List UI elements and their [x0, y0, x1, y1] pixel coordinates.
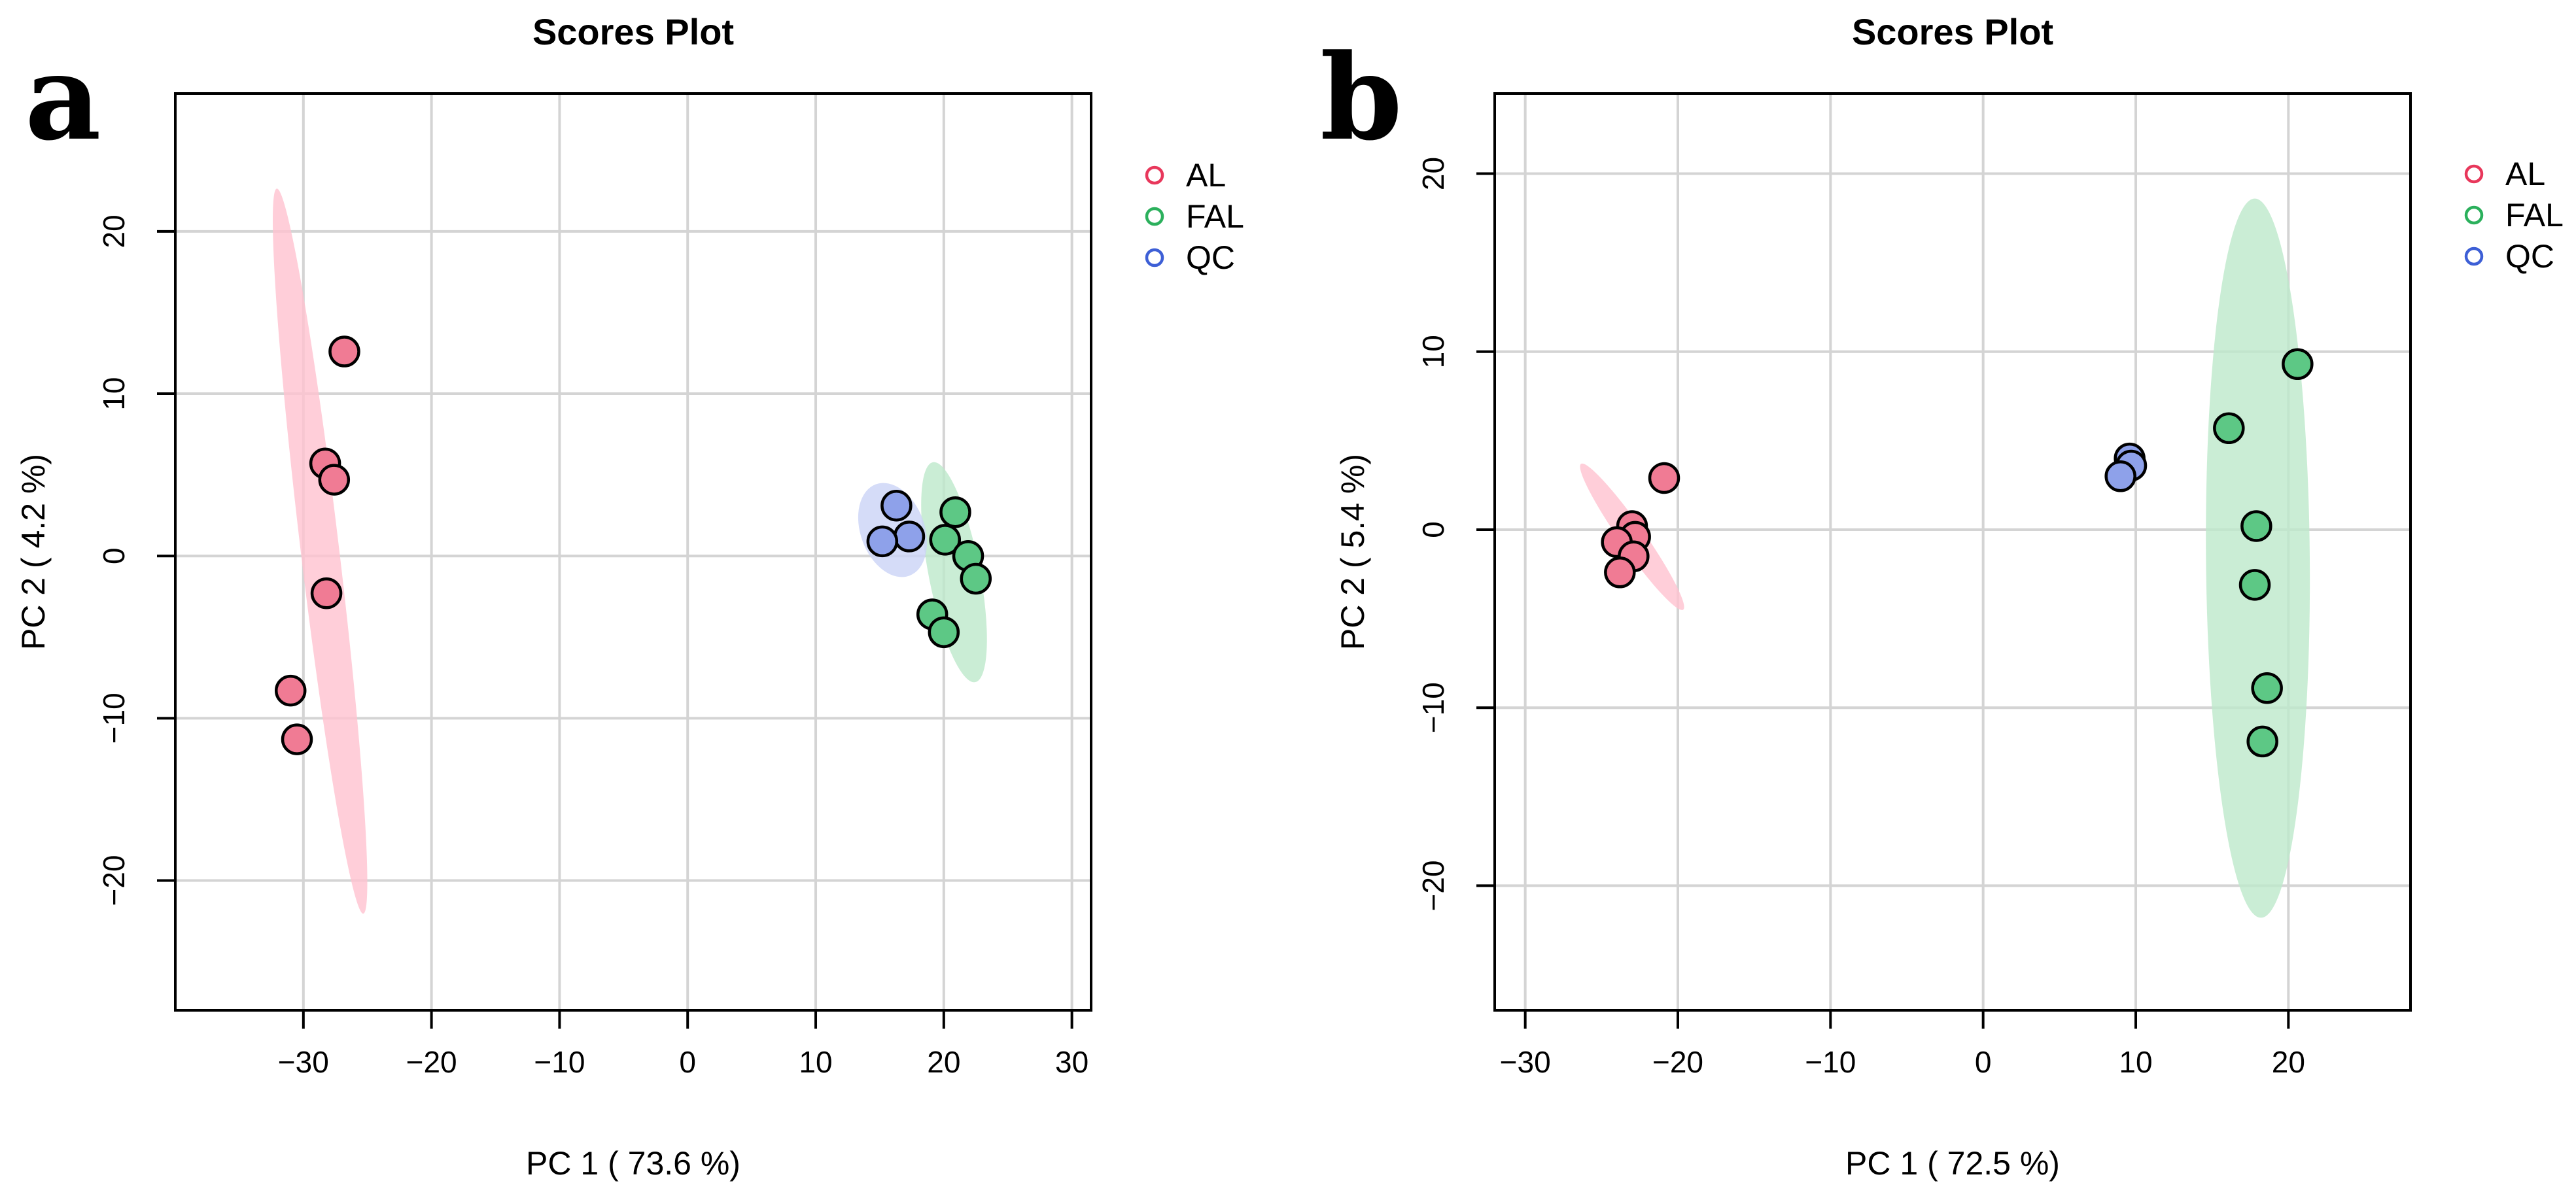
y-tick-label: −10	[97, 693, 131, 744]
point-qc	[866, 525, 899, 558]
point-fal	[2238, 569, 2271, 601]
data-points	[1601, 348, 2314, 758]
y-axis: −20 −10 0 10 20	[97, 214, 177, 906]
y-tick-label: −20	[97, 855, 131, 906]
y-tick-label: 0	[1416, 521, 1450, 538]
x-tick-label: 10	[799, 1045, 832, 1079]
x-tick-label: 0	[679, 1045, 696, 1079]
x-tick-label: 20	[2272, 1045, 2305, 1079]
point-al	[328, 335, 360, 368]
x-tick-label: 10	[2119, 1045, 2152, 1079]
x-tick-label: 30	[1055, 1045, 1088, 1079]
point-fal	[939, 496, 971, 528]
point-fal	[2251, 672, 2283, 704]
point-al	[281, 723, 313, 755]
y-tick-label: 20	[1416, 157, 1450, 190]
legend: AL FAL QC	[2464, 156, 2564, 275]
chart-title: Scores Plot	[1852, 11, 2053, 52]
point-al	[1648, 462, 1680, 494]
point-al	[1604, 556, 1636, 589]
legend-marker-qc	[2464, 247, 2484, 266]
panel-a: −30 −20 −10 0 10 20 30 −20 −10 0 10 20 Scores Plot PC…	[15, 11, 1244, 1182]
legend-marker-qc	[1145, 248, 1164, 267]
y-tick-label: 10	[1416, 335, 1450, 368]
x-tick-label: −20	[1652, 1045, 1703, 1079]
legend-marker-al	[1145, 165, 1164, 185]
point-fal	[960, 562, 992, 595]
x-tick-label: −30	[1500, 1045, 1551, 1079]
chart-title: Scores Plot	[532, 11, 734, 52]
panel-letter: a	[25, 29, 101, 167]
x-axis-label: PC 1 ( 72.5 %)	[1845, 1145, 2060, 1182]
point-qc	[2104, 460, 2136, 492]
y-tick-label: 10	[97, 377, 131, 410]
point-fal	[929, 524, 962, 556]
x-tick-label: 20	[927, 1045, 960, 1079]
y-tick-label: 20	[97, 214, 131, 248]
x-tick-label: −30	[278, 1045, 329, 1079]
legend-marker-fal	[2464, 205, 2484, 225]
x-axis: −30 −20 −10 0 10 20	[1500, 1009, 2305, 1079]
point-fal	[928, 616, 960, 649]
y-tick-label: −10	[1416, 682, 1450, 733]
legend-label-fal: FAL	[2505, 197, 2564, 233]
point-fal	[2246, 725, 2278, 758]
point-fal	[2213, 412, 2245, 445]
point-al	[274, 674, 307, 707]
y-tick-label: 0	[97, 547, 131, 564]
point-fal	[2282, 348, 2314, 381]
legend-label-al: AL	[1186, 157, 1226, 194]
point-fal	[2240, 510, 2272, 542]
x-axis: −30 −20 −10 0 10 20 30	[278, 1009, 1088, 1079]
y-axis-label: PC 2 ( 5.4 %)	[1334, 454, 1371, 650]
legend-marker-fal	[1145, 207, 1164, 226]
y-tick-label: −20	[1416, 860, 1450, 911]
y-axis-label: PC 2 ( 4.2 %)	[15, 454, 52, 650]
legend-label-qc: QC	[2505, 238, 2554, 275]
point-qc	[893, 521, 926, 553]
legend-label-qc: QC	[1186, 239, 1235, 276]
ellipse-al	[273, 188, 368, 914]
legend: AL FAL QC	[1145, 157, 1244, 276]
legend-label-fal: FAL	[1186, 198, 1244, 235]
ellipse-fal	[921, 462, 987, 683]
x-tick-label: −20	[406, 1045, 457, 1079]
point-qc	[880, 490, 913, 522]
point-al	[318, 464, 351, 496]
x-tick-label: −10	[1805, 1045, 1856, 1079]
data-points	[274, 335, 992, 755]
panel-b: −30 −20 −10 0 10 20 −20 −10 0 10 20 Scores Plot PC 1…	[1320, 11, 2564, 1182]
legend-label-al: AL	[2505, 156, 2545, 192]
panel-letter: b	[1320, 29, 1402, 167]
point-al	[310, 577, 343, 609]
x-tick-label: −10	[534, 1045, 585, 1079]
ellipse-fal	[2206, 198, 2310, 918]
x-axis-label: PC 1 ( 73.6 %)	[526, 1145, 740, 1182]
y-axis: −20 −10 0 10 20	[1416, 157, 1496, 911]
legend-marker-al	[2464, 164, 2484, 184]
x-tick-label: 0	[1975, 1045, 1992, 1079]
